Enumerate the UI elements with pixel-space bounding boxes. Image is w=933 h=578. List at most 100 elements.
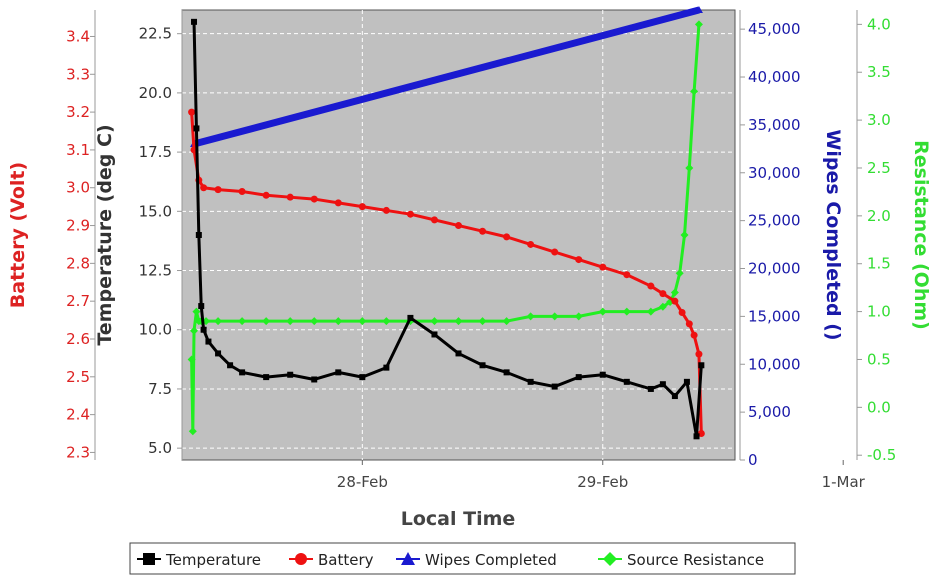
legend: Temperature Battery Wipes Completed Sour…: [129, 542, 796, 575]
temperature-tick-label: 5.0: [148, 439, 172, 457]
temperature-tick-label: 17.5: [139, 143, 172, 161]
legend-marker-circle: [295, 553, 307, 565]
data-point: [503, 233, 511, 241]
data-point: [382, 317, 391, 326]
legend-item-resistance: Source Resistance: [598, 551, 764, 569]
data-point: [527, 240, 535, 248]
series-source-resistance: [187, 20, 703, 436]
wipes-tick-label: 35,000: [748, 116, 801, 134]
resistance-tick-label: 3.0: [867, 111, 891, 129]
x-axis-title: Local Time: [401, 508, 516, 530]
data-point: [685, 163, 694, 172]
temperature-tick-label: 12.5: [139, 262, 172, 280]
battery-axis-title: Battery (Volt): [7, 162, 29, 308]
data-point: [550, 312, 559, 321]
data-point: [671, 393, 678, 400]
data-point: [647, 385, 654, 392]
x-tick-label: 28-Feb: [337, 473, 388, 491]
wipes-tick-label: 20,000: [748, 260, 801, 278]
resistance-tick-label: 2.5: [867, 159, 891, 177]
data-point: [659, 290, 667, 298]
temperature-axis-title: Temperature (deg C): [94, 124, 116, 345]
data-point: [188, 108, 196, 116]
series-line: [193, 6, 700, 148]
legend-marker-square: [143, 553, 155, 565]
x-tick-label: 1-Mar: [822, 473, 866, 491]
wipes-tick-label: 40,000: [748, 68, 801, 86]
wipes-tick-label: 10,000: [748, 355, 801, 373]
data-point: [623, 378, 630, 385]
data-point: [190, 326, 199, 335]
legend-label-temperature: Temperature: [165, 551, 261, 569]
data-point: [215, 350, 222, 357]
data-point: [675, 269, 684, 278]
legend-marker-diamond: [603, 552, 617, 566]
data-point: [310, 317, 319, 326]
data-point: [454, 317, 463, 326]
data-point: [690, 87, 699, 96]
data-point: [670, 288, 679, 297]
data-point: [574, 312, 583, 321]
data-point: [694, 6, 703, 13]
data-point: [198, 303, 205, 310]
temperature-tick-label: 20.0: [139, 84, 172, 102]
data-point: [551, 248, 559, 256]
resistance-axis-title: Resistance (Ohm): [910, 140, 932, 330]
data-point: [239, 369, 246, 376]
data-point: [551, 383, 558, 390]
data-point: [359, 374, 366, 381]
data-point: [287, 371, 294, 378]
data-point: [191, 18, 198, 25]
data-point: [238, 188, 246, 196]
data-point: [200, 184, 208, 192]
resistance-tick-label: 0.0: [867, 398, 891, 416]
data-point: [358, 203, 366, 211]
resistance-tick-label: 3.5: [867, 63, 891, 81]
data-point: [406, 210, 414, 218]
wipes-tick-label: 45,000: [748, 20, 801, 38]
battery-tick-label: 2.8: [66, 254, 90, 272]
data-point: [479, 227, 487, 235]
data-point: [238, 317, 247, 326]
data-point: [286, 317, 295, 326]
series-battery: [188, 108, 705, 438]
data-point: [598, 307, 607, 316]
data-point: [227, 362, 234, 369]
data-point: [658, 302, 667, 311]
wipes-tick-label: 15,000: [748, 307, 801, 325]
data-point: [671, 297, 679, 305]
data-point: [527, 378, 534, 385]
data-point: [599, 263, 607, 271]
data-point: [685, 320, 693, 328]
data-point: [195, 232, 202, 238]
data-point: [694, 20, 703, 29]
data-point: [407, 314, 414, 321]
battery-tick-label: 2.6: [66, 330, 90, 348]
resistance-tick-label: 1.5: [867, 255, 891, 273]
data-point: [659, 381, 666, 388]
data-point: [622, 307, 631, 316]
resistance-tick-label: 4.0: [867, 15, 891, 33]
data-point: [382, 206, 390, 214]
data-point: [187, 355, 196, 364]
data-point: [646, 307, 655, 316]
data-point: [430, 317, 439, 326]
data-point: [478, 317, 487, 326]
battery-tick-label: 2.3: [66, 443, 90, 461]
legend-item-battery: Battery: [289, 551, 374, 569]
resistance-tick-label: 1.0: [867, 303, 891, 321]
battery-tick-label: 3.0: [66, 179, 90, 197]
temperature-tick-label: 7.5: [148, 380, 172, 398]
legend-label-battery: Battery: [318, 551, 374, 569]
axes-layer: 28-Feb 29-Feb 1-Mar 3.4 3.3 3.2 3.1 3.0 2.9 2.8 2.…: [66, 10, 896, 491]
data-point: [479, 362, 486, 369]
wipes-tick-label: 30,000: [748, 164, 801, 182]
data-point: [311, 376, 318, 383]
data-point: [334, 317, 343, 326]
temperature-tick-label: 15.0: [139, 202, 172, 220]
data-point: [697, 430, 705, 438]
battery-tick-label: 3.3: [66, 65, 90, 83]
data-point: [599, 371, 606, 378]
battery-tick-label: 2.5: [66, 368, 90, 386]
